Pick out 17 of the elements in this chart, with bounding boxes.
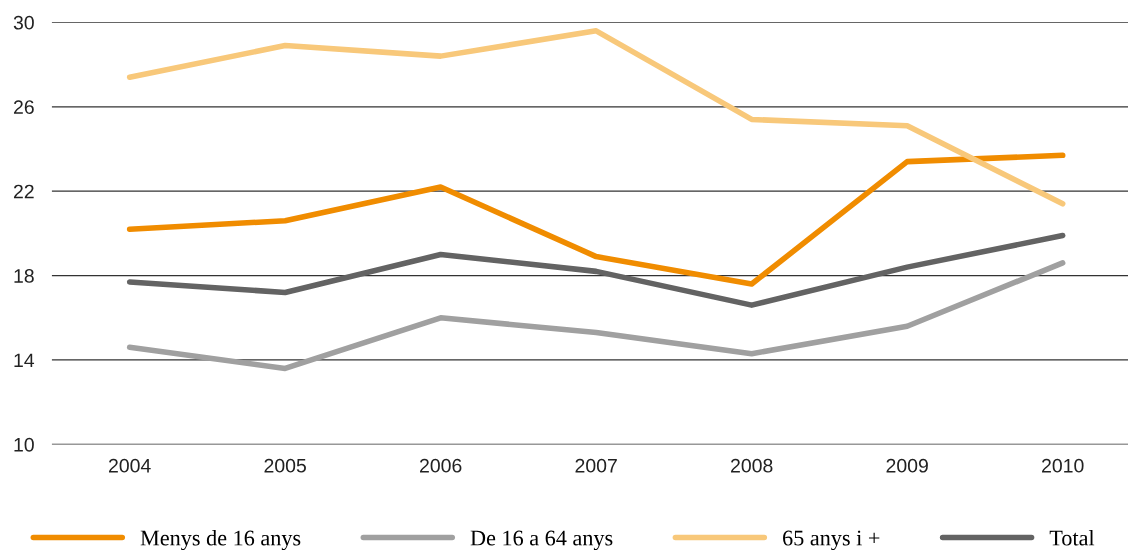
legend-label: 65 anys i +	[783, 530, 880, 551]
x-tick-label: 2005	[264, 458, 306, 473]
y-tick-label: 14	[14, 353, 35, 368]
x-tick-label: 2007	[575, 458, 617, 473]
y-tick-label: 30	[13, 15, 34, 30]
x-tick-label: 2008	[731, 458, 773, 473]
legend-label: De 16 a 64 anys	[470, 530, 613, 551]
legend-label: Total	[1049, 529, 1095, 546]
x-tick-label: 2009	[886, 458, 928, 473]
y-tick-label: 18	[14, 269, 34, 283]
x-tick-label: 2006	[420, 458, 462, 473]
y-tick-label: 22	[13, 184, 34, 199]
x-tick-label: 2004	[108, 458, 151, 473]
y-tick-label: 26	[13, 100, 34, 115]
legend-label: Menys de 16 anys	[140, 529, 301, 551]
x-tick-label: 2010	[1042, 458, 1084, 473]
y-tick-label: 10	[14, 437, 34, 452]
